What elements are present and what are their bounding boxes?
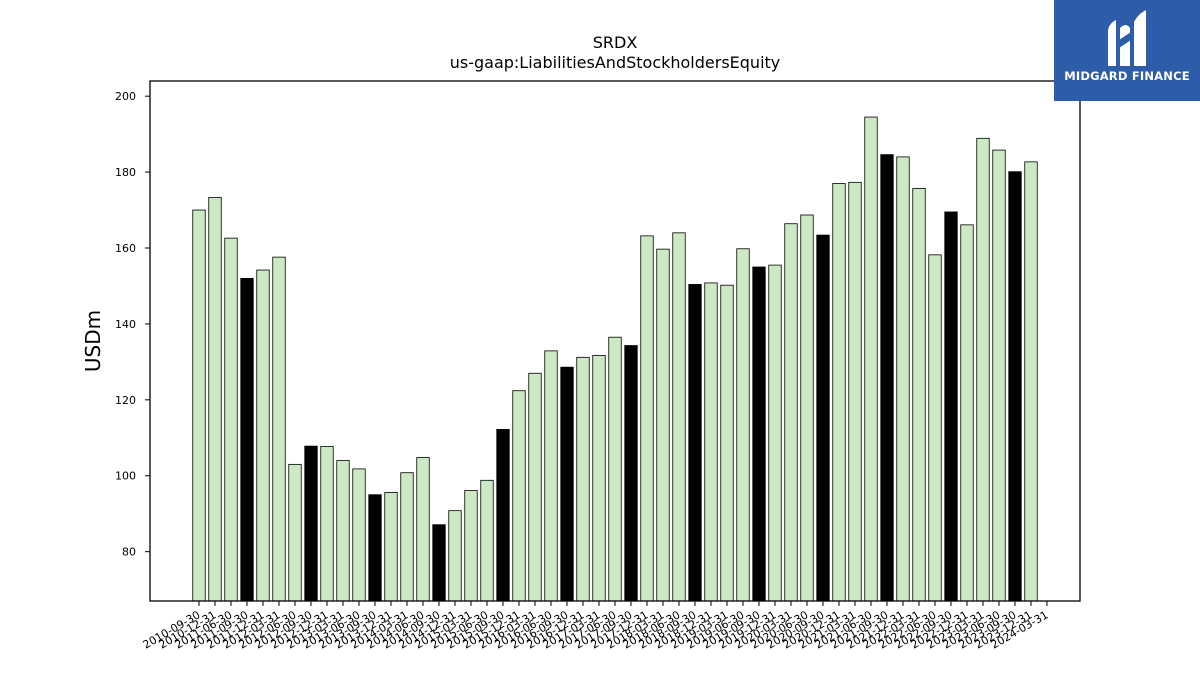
bar [864, 116, 878, 602]
bar [240, 277, 254, 602]
bar [368, 494, 382, 602]
brand-name: MIDGARD FINANCE [1064, 69, 1190, 83]
chart-subtitle: us-gaap:LiabilitiesAndStockholdersEquity [450, 53, 781, 72]
y-tick-label: 120 [115, 394, 136, 407]
bar [208, 197, 222, 602]
bar [512, 390, 526, 602]
bars-layer [192, 116, 1038, 602]
bar [592, 355, 606, 602]
bar [400, 472, 414, 602]
bar [704, 282, 718, 602]
bar [640, 235, 654, 602]
bar [992, 149, 1006, 602]
bar [816, 234, 830, 602]
y-tick-label: 80 [122, 546, 136, 559]
bar [832, 183, 846, 602]
bar [448, 510, 462, 602]
bar [672, 232, 686, 602]
chart-title: SRDX [593, 33, 638, 52]
y-tick-label: 160 [115, 242, 136, 255]
bar [480, 479, 494, 602]
bar [736, 248, 750, 602]
bar [496, 429, 510, 602]
bar [544, 350, 558, 602]
bar [320, 446, 334, 602]
bar [752, 266, 766, 602]
bar [1024, 161, 1038, 602]
bar [800, 214, 814, 602]
bar [848, 181, 862, 602]
bar [288, 463, 302, 602]
bar [464, 490, 478, 602]
bar [880, 154, 894, 602]
bar [384, 492, 398, 602]
bar [656, 248, 670, 602]
bar [304, 445, 318, 602]
bar [352, 468, 366, 602]
bar [624, 345, 638, 602]
bar [432, 524, 446, 602]
y-axis-label: USDm [81, 310, 105, 372]
y-tick-label: 180 [115, 166, 136, 179]
bar [576, 356, 590, 602]
x-axis-ticks: 2010-09-302010-12-312011-06-302011-09-30… [141, 601, 1051, 652]
bar [912, 188, 926, 602]
y-axis-ticks: 80 100 120 140 160 180 200 [115, 90, 150, 559]
bar [560, 366, 574, 602]
brand-logo: MIDGARD FINANCE [1054, 0, 1200, 101]
bar [944, 211, 958, 602]
y-tick-label: 200 [115, 90, 136, 103]
bar [720, 284, 734, 602]
bar [1008, 171, 1022, 602]
bar [528, 372, 542, 602]
bar [976, 137, 990, 602]
bar [960, 224, 974, 602]
bar [896, 156, 910, 602]
bar [416, 457, 430, 602]
bar [256, 269, 270, 602]
bar [192, 209, 206, 602]
bar [768, 264, 782, 602]
bar [224, 237, 238, 602]
bar [784, 223, 798, 602]
midgard-logo-icon [1108, 10, 1146, 66]
bar [336, 460, 350, 602]
bar [608, 336, 622, 602]
bar [688, 284, 702, 602]
y-tick-label: 140 [115, 318, 136, 331]
bar [928, 254, 942, 602]
plot-area-frame [149, 80, 1081, 602]
y-tick-label: 100 [115, 470, 136, 483]
bar [272, 256, 286, 602]
